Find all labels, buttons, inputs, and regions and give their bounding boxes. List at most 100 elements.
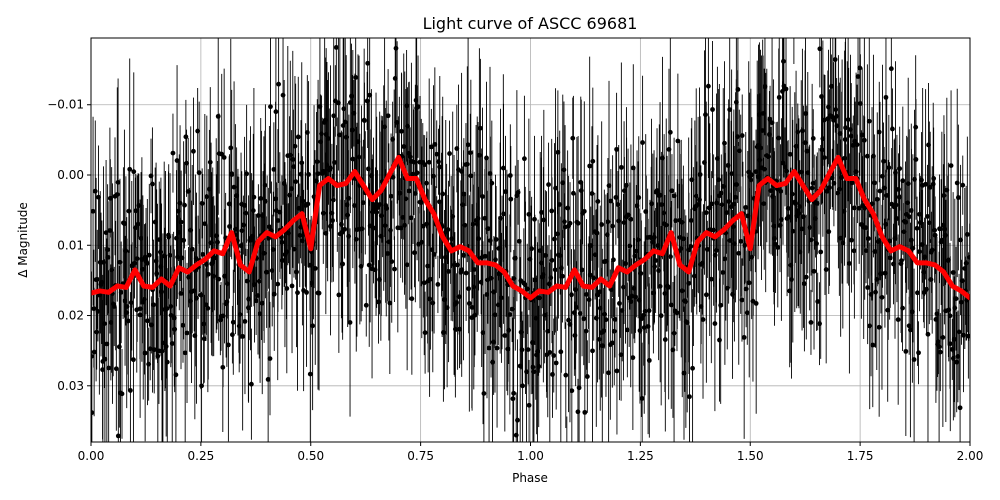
observation-point — [923, 181, 929, 187]
observation-point — [954, 359, 960, 365]
observation-point — [126, 208, 132, 214]
y-tick-label: 0.03 — [57, 379, 84, 393]
observation-point — [333, 45, 339, 50]
observation-point — [330, 197, 336, 203]
observation-point — [606, 183, 612, 189]
observation-point — [909, 309, 915, 315]
observation-point — [576, 385, 582, 391]
observation-point — [167, 252, 173, 258]
observation-point — [548, 275, 554, 281]
observation-point — [832, 57, 838, 62]
observation-point — [181, 237, 187, 243]
observation-point — [669, 188, 675, 194]
observation-point — [229, 332, 235, 338]
observation-point — [305, 201, 311, 207]
observation-point — [729, 171, 735, 177]
observation-point — [547, 349, 553, 355]
observation-point — [119, 391, 125, 397]
observation-point — [666, 284, 672, 290]
observation-point — [900, 305, 905, 311]
observation-point — [289, 283, 295, 289]
observation-point — [863, 248, 869, 254]
observation-point — [725, 163, 731, 168]
observation-point — [639, 396, 645, 401]
observation-point — [876, 324, 882, 330]
observation-point — [577, 311, 583, 316]
observation-point — [742, 242, 748, 248]
observation-point — [599, 222, 605, 227]
observation-point — [552, 236, 557, 242]
observation-point — [722, 140, 727, 146]
observation-point — [91, 410, 95, 416]
observation-point — [102, 321, 107, 327]
observation-point — [520, 383, 526, 389]
observation-point — [106, 365, 112, 371]
observation-point — [199, 383, 204, 389]
observation-point — [170, 150, 176, 156]
observation-point — [94, 329, 100, 335]
observation-point — [718, 190, 724, 196]
observation-point — [691, 273, 697, 279]
observation-point — [704, 246, 710, 252]
y-tick-label: 0.00 — [57, 168, 84, 182]
observation-point — [467, 150, 473, 156]
observation-point — [801, 281, 807, 287]
observation-point — [903, 348, 909, 354]
observation-point — [150, 181, 155, 187]
observation-point — [251, 194, 257, 200]
observation-point — [463, 270, 469, 276]
observation-point — [118, 289, 124, 295]
observation-point — [183, 134, 189, 140]
observation-point — [645, 324, 651, 329]
observation-point — [94, 276, 100, 282]
observation-point — [679, 288, 685, 294]
observation-point — [228, 145, 234, 151]
observation-point — [196, 170, 202, 176]
observation-point — [515, 417, 520, 423]
observation-point — [608, 198, 614, 204]
observation-point — [575, 409, 581, 415]
observation-point — [736, 250, 742, 256]
observation-point — [776, 94, 782, 100]
observation-point — [422, 330, 428, 336]
observation-point — [911, 357, 917, 362]
observation-point — [240, 222, 246, 228]
observation-point — [200, 251, 206, 257]
observation-point — [662, 337, 668, 342]
observation-point — [678, 246, 684, 251]
observation-point — [358, 263, 364, 269]
observation-point — [658, 313, 664, 319]
observation-point — [916, 350, 921, 356]
observation-point — [221, 155, 227, 160]
observation-point — [653, 258, 659, 263]
y-tick-label: −0.01 — [47, 98, 84, 112]
observation-point — [306, 172, 311, 177]
observation-point — [131, 357, 136, 363]
observation-point — [388, 193, 394, 199]
y-tick-label: 0.01 — [57, 238, 84, 252]
observation-point — [675, 138, 681, 144]
observation-point — [507, 312, 513, 317]
observation-point — [215, 113, 221, 119]
observation-point — [959, 299, 964, 305]
observation-point — [915, 290, 920, 296]
observation-point — [169, 341, 175, 346]
observation-point — [703, 292, 709, 298]
observation-point — [952, 305, 958, 311]
observation-point — [476, 236, 482, 242]
observation-point — [290, 157, 296, 162]
observation-point — [270, 247, 276, 252]
observation-point — [883, 94, 889, 100]
observation-point — [300, 198, 306, 204]
observation-point — [789, 191, 795, 197]
observation-point — [529, 246, 535, 252]
observation-point — [406, 188, 412, 194]
observation-point — [489, 180, 495, 186]
observation-point — [157, 249, 163, 255]
observation-point — [453, 300, 459, 306]
observation-point — [811, 268, 817, 274]
observation-point — [279, 239, 285, 245]
observation-point — [526, 211, 532, 217]
